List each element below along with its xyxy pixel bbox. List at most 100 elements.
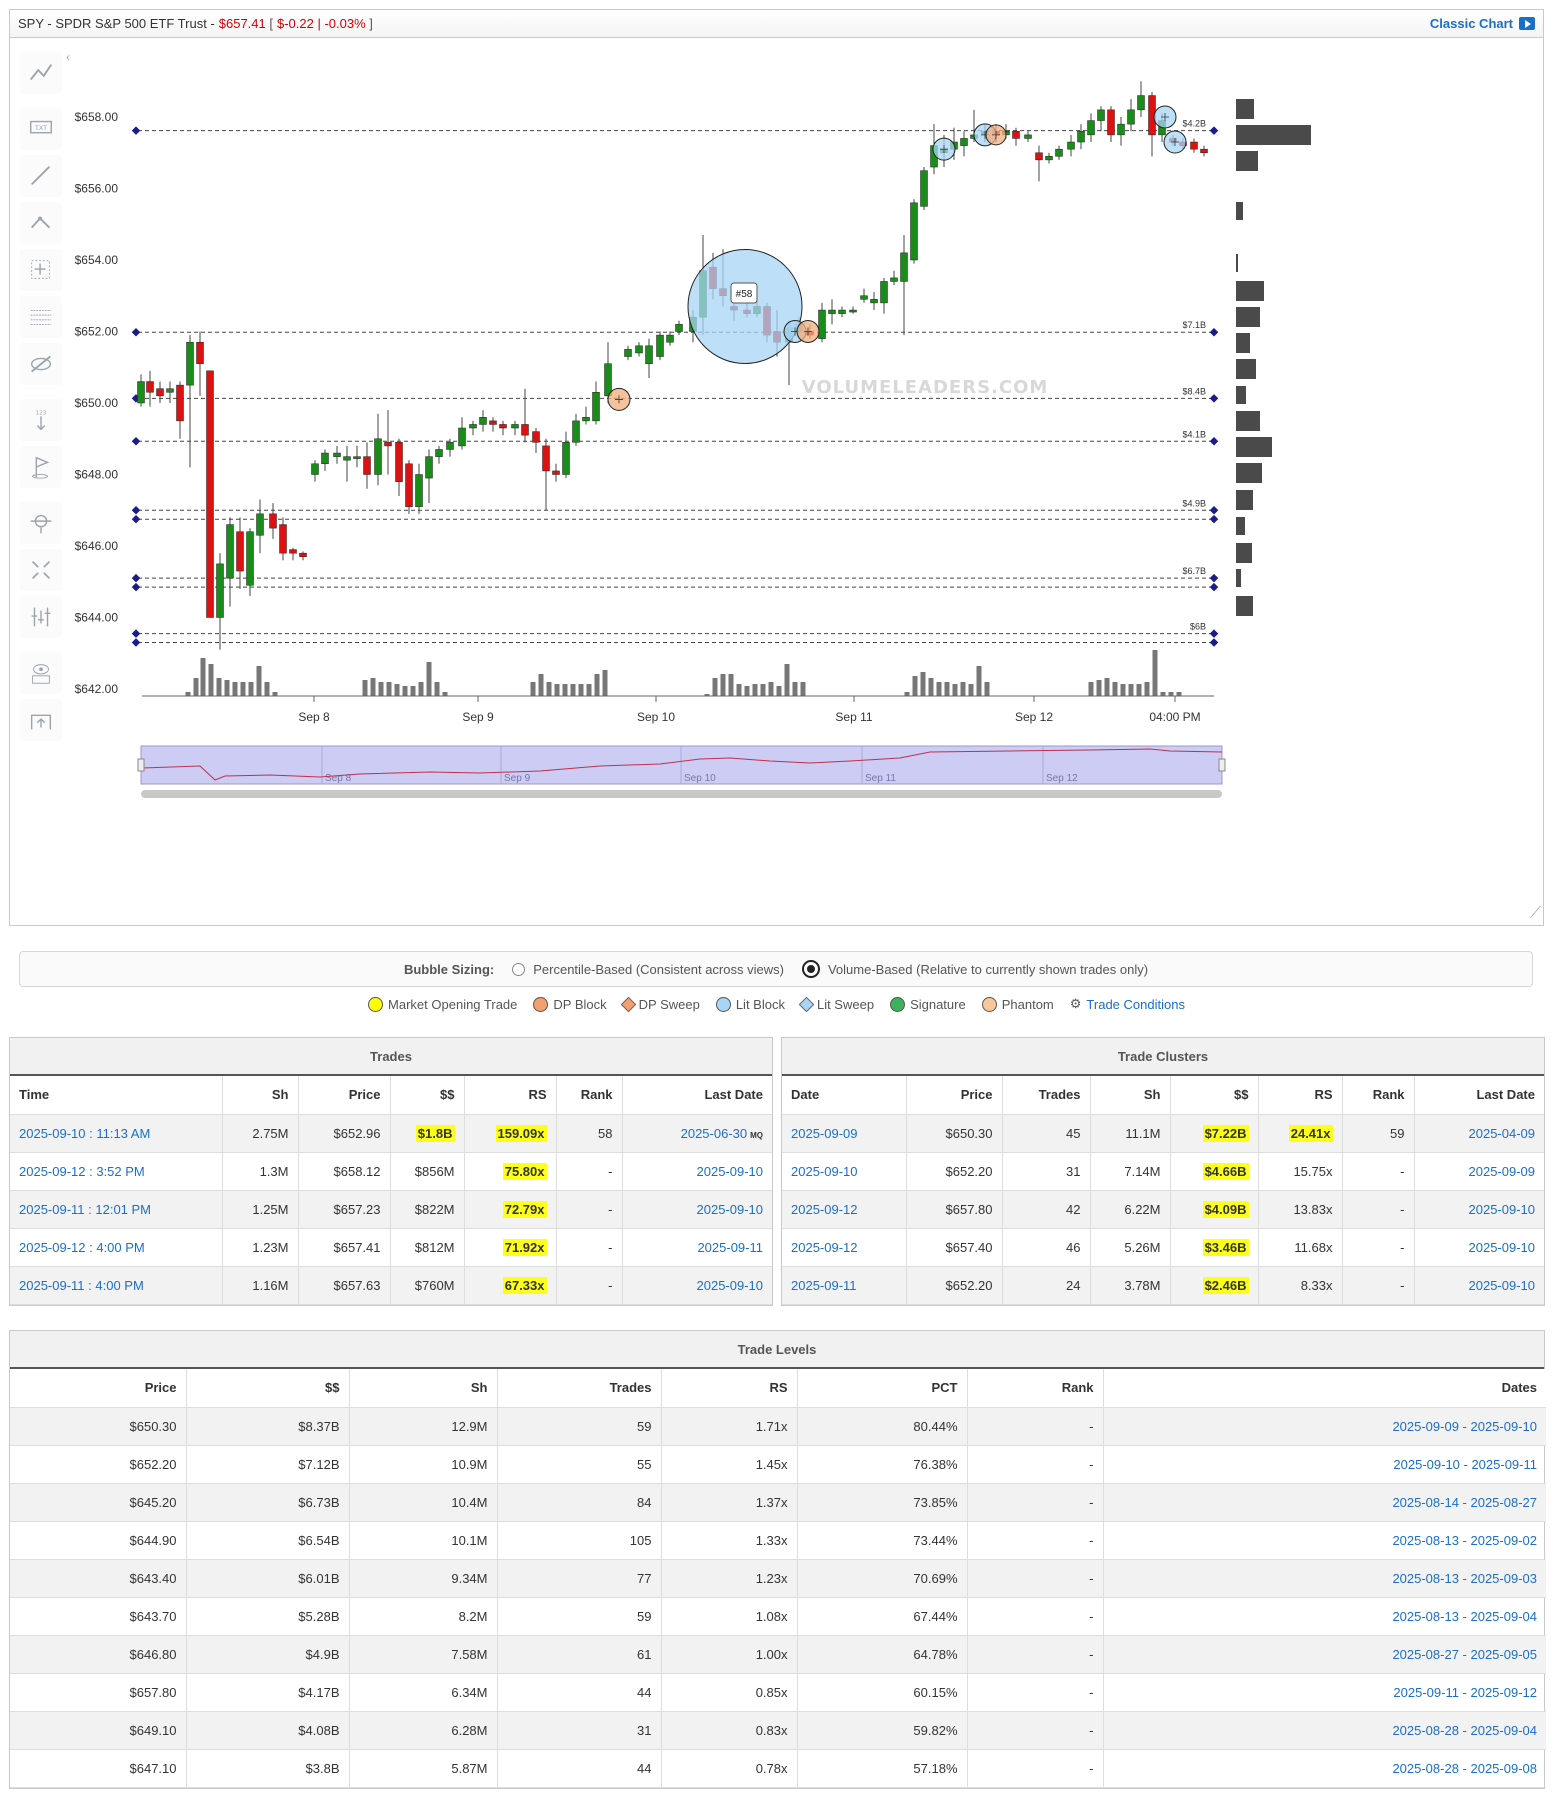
trade-last-date-value[interactable]: 2025-06-30: [680, 1125, 748, 1141]
trade-time-value[interactable]: 2025-09-12 : 3:52 PM: [19, 1163, 145, 1179]
volume-option[interactable]: Volume-Based (Relative to currently show…: [801, 960, 1148, 978]
level-dates[interactable]: 2025-08-28 - 2025-09-04: [1103, 1711, 1546, 1750]
table-row[interactable]: $657.80 $4.17B 6.34M 44 0.85x 60.15% - 2025-09-…: [10, 1673, 1546, 1712]
cluster-date[interactable]: 2025-09-12: [782, 1190, 907, 1229]
trade-time-value[interactable]: 2025-09-11 : 12:01 PM: [19, 1201, 152, 1217]
column-header[interactable]: Last Date: [1414, 1076, 1544, 1115]
column-header[interactable]: Rank: [1342, 1076, 1415, 1115]
trade-last-date[interactable]: 2025-09-10: [622, 1190, 772, 1229]
trade-last-date-value[interactable]: 2025-09-10: [696, 1277, 764, 1293]
table-row[interactable]: $644.90 $6.54B 10.1M 105 1.33x 73.44% - 2025-08…: [10, 1521, 1546, 1560]
percentile-option[interactable]: Percentile-Based (Consistent across view…: [512, 962, 784, 977]
column-header[interactable]: PCT: [797, 1369, 968, 1408]
cluster-date-value[interactable]: 2025-09-11: [791, 1277, 857, 1293]
cluster-date-value[interactable]: 2025-09-12: [791, 1201, 858, 1217]
level-dates[interactable]: 2025-08-27 - 2025-09-05: [1103, 1635, 1546, 1674]
table-row[interactable]: $649.10 $4.08B 6.28M 31 0.83x 59.82% - 2025-08-…: [10, 1711, 1546, 1750]
level-dates[interactable]: 2025-09-09 - 2025-09-10: [1103, 1407, 1546, 1446]
column-header[interactable]: RS: [661, 1369, 798, 1408]
level-dates[interactable]: 2025-08-28 - 2025-09-08: [1103, 1749, 1546, 1788]
column-header[interactable]: $$: [186, 1369, 350, 1408]
level-dates-value[interactable]: 2025-09-10 - 2025-09-11: [1393, 1456, 1537, 1472]
column-header[interactable]: Price: [298, 1076, 391, 1115]
column-header[interactable]: Price: [906, 1076, 1003, 1115]
table-row[interactable]: 2025-09-10 $652.20 31 7.14M $4.66B 15.75x - 202…: [782, 1152, 1544, 1191]
cluster-date[interactable]: 2025-09-12: [782, 1228, 907, 1267]
column-header[interactable]: $$: [390, 1076, 465, 1115]
cluster-last-date-value[interactable]: 2025-09-09: [1468, 1163, 1536, 1179]
grid-lines-icon[interactable]: [20, 296, 62, 338]
column-header[interactable]: Last Date: [622, 1076, 772, 1115]
level-dates-value[interactable]: 2025-09-11 - 2025-09-12: [1393, 1684, 1537, 1700]
trade-time[interactable]: 2025-09-12 : 3:52 PM: [10, 1152, 223, 1191]
cluster-date[interactable]: 2025-09-11: [782, 1266, 907, 1305]
snapshot-icon[interactable]: [20, 699, 62, 741]
trade-last-date[interactable]: 2025-09-11: [622, 1228, 772, 1267]
trade-time[interactable]: 2025-09-10 : 11:13 AM: [10, 1114, 223, 1153]
cluster-last-date[interactable]: 2025-09-10: [1414, 1190, 1544, 1229]
legend-item[interactable]: Phantom: [981, 996, 1054, 1012]
table-row[interactable]: $643.40 $6.01B 9.34M 77 1.23x 70.69% - 2025-08-…: [10, 1559, 1546, 1598]
fibonacci-icon[interactable]: [20, 202, 62, 244]
column-header[interactable]: Sh: [222, 1076, 299, 1115]
trade-last-date[interactable]: 2025-09-10: [622, 1266, 772, 1305]
table-row[interactable]: $650.30 $8.37B 12.9M 59 1.71x 80.44% - 2025-09-…: [10, 1407, 1546, 1446]
column-header[interactable]: Dates: [1103, 1369, 1546, 1408]
resize-grip-icon[interactable]: ⟋: [1529, 905, 1541, 922]
legend-item[interactable]: Market Opening Trade: [368, 996, 517, 1012]
column-header[interactable]: Trades: [497, 1369, 662, 1408]
level-dates[interactable]: 2025-08-13 - 2025-09-04: [1103, 1597, 1546, 1636]
cluster-last-date-value[interactable]: 2025-09-10: [1468, 1201, 1536, 1217]
cluster-date[interactable]: 2025-09-09: [782, 1114, 907, 1153]
table-row[interactable]: 2025-09-11 : 4:00 PM 1.16M $657.63 $760M 67.…: [10, 1266, 772, 1305]
level-dates[interactable]: 2025-09-11 - 2025-09-12: [1103, 1673, 1546, 1712]
column-header[interactable]: Rank: [967, 1369, 1104, 1408]
column-header[interactable]: Date: [782, 1076, 907, 1115]
trend-line-icon[interactable]: [20, 52, 62, 94]
table-row[interactable]: 2025-09-12 $657.80 42 6.22M $4.09B 13.83x - 202…: [782, 1190, 1544, 1229]
table-row[interactable]: $652.20 $7.12B 10.9M 55 1.45x 76.38% - 2025-09-…: [10, 1445, 1546, 1484]
trade-conditions-label[interactable]: Trade Conditions: [1086, 996, 1185, 1012]
column-header[interactable]: Rank: [556, 1076, 623, 1115]
cluster-last-date[interactable]: 2025-09-09: [1414, 1152, 1544, 1191]
level-dates-value[interactable]: 2025-08-13 - 2025-09-02: [1392, 1532, 1537, 1548]
cluster-last-date-value[interactable]: 2025-09-10: [1468, 1277, 1536, 1293]
classic-chart-link[interactable]: Classic Chart: [1430, 16, 1535, 31]
table-row[interactable]: 2025-09-12 : 3:52 PM 1.3M $658.12 $856M 75.8…: [10, 1152, 772, 1191]
level-dates[interactable]: 2025-08-13 - 2025-09-02: [1103, 1521, 1546, 1560]
line-icon[interactable]: [20, 155, 62, 197]
trade-last-date-value[interactable]: 2025-09-10: [696, 1163, 764, 1179]
view-icon[interactable]: [20, 652, 62, 694]
expand-icon[interactable]: [20, 549, 62, 591]
table-row[interactable]: 2025-09-11 $652.20 24 3.78M $2.46B 8.33x - 2025…: [782, 1266, 1544, 1305]
volume-radio[interactable]: [801, 960, 820, 978]
cluster-date-value[interactable]: 2025-09-09: [791, 1125, 858, 1141]
trade-last-date[interactable]: 2025-09-10: [622, 1152, 772, 1191]
cluster-last-date[interactable]: 2025-04-09: [1414, 1114, 1544, 1153]
column-header[interactable]: Trades: [1002, 1076, 1091, 1115]
trade-time[interactable]: 2025-09-11 : 4:00 PM: [10, 1266, 223, 1305]
price-chart[interactable]: $658.00 $656.00 $654.00 $652.00 $650.00 $648.…: [10, 40, 1543, 926]
table-row[interactable]: $646.80 $4.9B 7.58M 61 1.00x 64.78% - 2025-08-2…: [10, 1635, 1546, 1674]
level-dates-value[interactable]: 2025-08-13 - 2025-09-03: [1392, 1570, 1537, 1586]
zoom-icon[interactable]: [20, 502, 62, 544]
cluster-last-date[interactable]: 2025-09-10: [1414, 1228, 1544, 1267]
indicators-icon[interactable]: [20, 596, 62, 638]
table-row[interactable]: $645.20 $6.73B 10.4M 84 1.37x 73.85% - 2025-08-…: [10, 1483, 1546, 1522]
text-icon[interactable]: TXT: [20, 108, 62, 150]
column-header[interactable]: Time: [10, 1076, 223, 1115]
column-header[interactable]: RS: [464, 1076, 557, 1115]
cluster-date[interactable]: 2025-09-10: [782, 1152, 907, 1191]
trade-time-value[interactable]: 2025-09-11 : 4:00 PM: [19, 1277, 144, 1293]
level-dates-value[interactable]: 2025-08-28 - 2025-09-04: [1392, 1722, 1537, 1738]
level-dates-value[interactable]: 2025-08-13 - 2025-09-04: [1392, 1608, 1537, 1624]
table-row[interactable]: 2025-09-12 $657.40 46 5.26M $3.46B 11.68x - 202…: [782, 1228, 1544, 1267]
percentile-radio[interactable]: [512, 962, 526, 976]
trade-last-date-value[interactable]: 2025-09-11: [697, 1239, 763, 1255]
level-dates-value[interactable]: 2025-08-28 - 2025-09-08: [1392, 1760, 1537, 1776]
trade-conditions-link[interactable]: ⚙ Trade Conditions: [1070, 996, 1185, 1012]
collapse-toolbar-icon[interactable]: ‹: [66, 50, 70, 64]
legend-item[interactable]: DP Block: [533, 996, 607, 1012]
trade-last-date-value[interactable]: 2025-09-10: [696, 1201, 764, 1217]
flag-icon[interactable]: [20, 446, 62, 488]
